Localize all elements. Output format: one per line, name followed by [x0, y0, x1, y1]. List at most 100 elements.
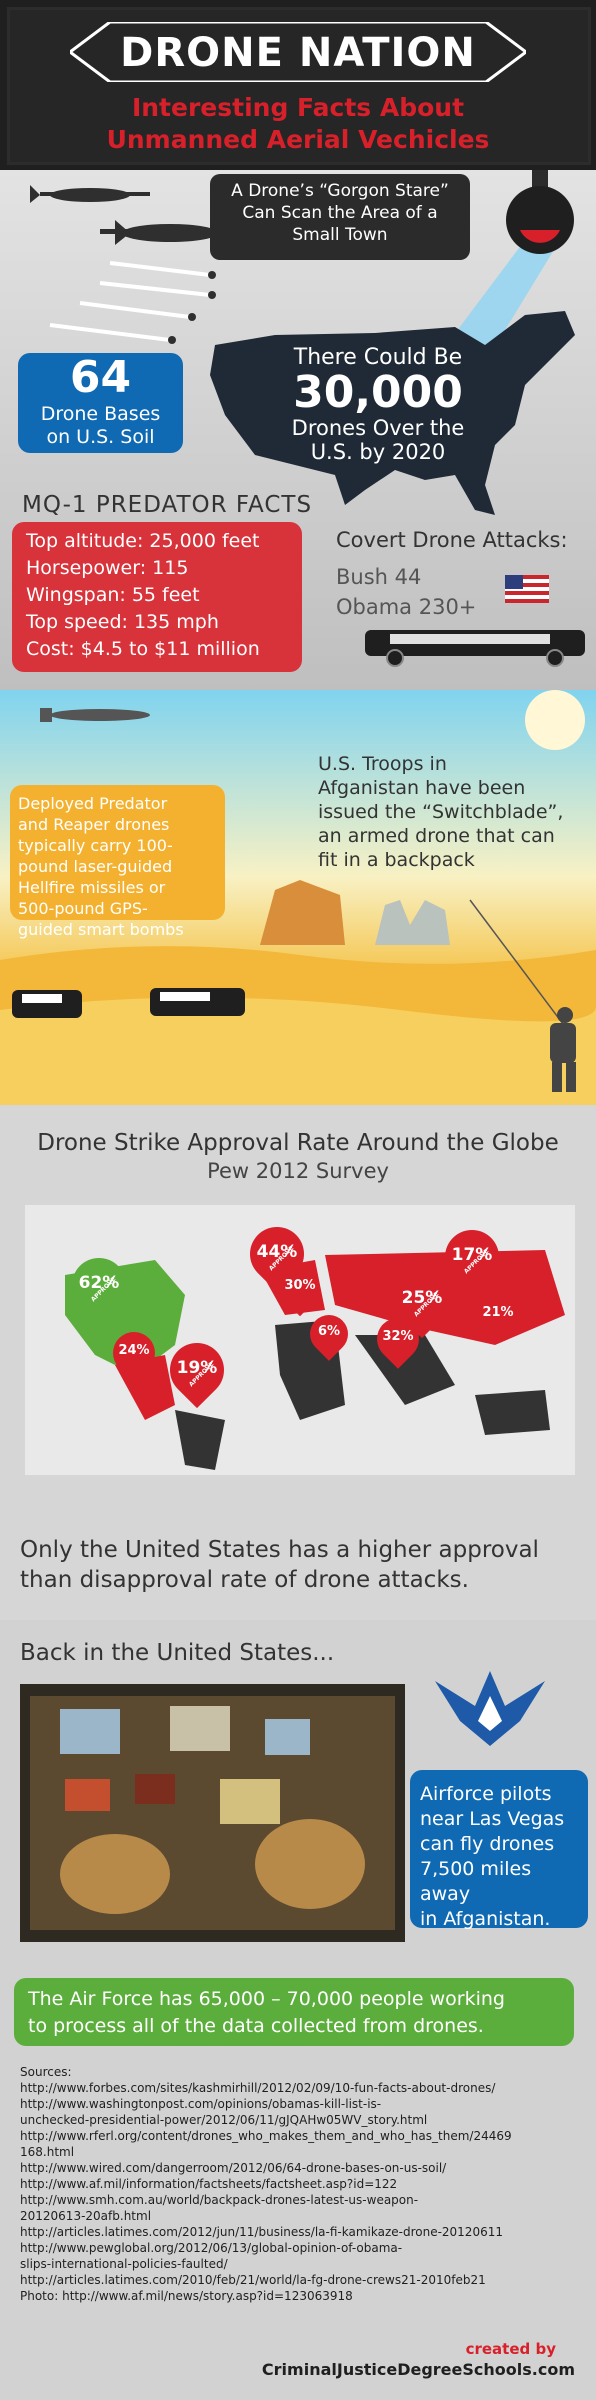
- us-map-silhouette: [210, 311, 575, 515]
- air-force-logo-icon: [435, 1671, 545, 1746]
- back-us-heading: Back in the United States...: [20, 1640, 335, 1666]
- covert-list: Bush 44 Obama 230+: [336, 562, 476, 622]
- stat-number: 30,000: [293, 367, 463, 418]
- control-room-photo: [20, 1684, 405, 1942]
- us-flag-icon: [505, 575, 549, 603]
- data-processing-box: The Air Force has 65,000 – 70,000 people…: [14, 1978, 574, 2046]
- source-link[interactable]: Photo: http://www.af.mil/news/story.asp?…: [20, 2289, 353, 2303]
- source-link[interactable]: http://www.af.mil/information/factsheets…: [20, 2177, 398, 2191]
- deployed-line: pound laser-guided: [18, 857, 173, 876]
- bases-line: on U.S. Soil: [46, 426, 155, 448]
- credit-site[interactable]: CriminalJusticeDegreeSchools.com: [261, 2360, 575, 2379]
- deployed-line: Deployed Predator: [18, 794, 168, 813]
- deployed-line: 500-pound GPS-: [18, 899, 148, 918]
- pin-value: 24%: [118, 1343, 150, 1358]
- approval-pin: 17% APPROVE: [433, 1218, 511, 1296]
- source-link[interactable]: http://www.rferl.org/content/drones_who_…: [20, 2129, 512, 2143]
- source-link[interactable]: http://articles.latimes.com/2012/jun/11/…: [20, 2225, 503, 2239]
- page-subtitle: Interesting Facts About Unmanned Aerial …: [0, 92, 596, 156]
- approval-map-section: Drone Strike Approval Rate Around the Gl…: [0, 1105, 596, 1620]
- pin-value: 62%: [78, 1273, 120, 1293]
- source-link[interactable]: http://www.pewglobal.org/2012/06/13/glob…: [20, 2241, 403, 2255]
- airforce-line: can fly drones: [420, 1833, 555, 1855]
- desert-scene: [0, 690, 596, 1105]
- deployed-line: guided smart bombs: [18, 920, 184, 939]
- airforce-line: in Afganistan.: [420, 1908, 551, 1930]
- green-line: The Air Force has 65,000 – 70,000 people…: [28, 1988, 505, 2010]
- approval-pin: 6%: [302, 1307, 356, 1361]
- desert-section: Deployed Predator and Reaper drones typi…: [0, 690, 596, 1105]
- pin-value: 17%: [451, 1245, 493, 1265]
- sources-list: Sources: http://www.forbes.com/sites/kas…: [20, 2064, 590, 2304]
- approval-pin: 32%: [368, 1309, 428, 1369]
- predator-fact: Horsepower: 115: [26, 557, 189, 579]
- pin-value: 32%: [382, 1329, 414, 1344]
- source-link[interactable]: http://articles.latimes.com/2010/feb/21/…: [20, 2273, 486, 2287]
- approval-pin: 24%: [104, 1323, 164, 1383]
- covert-row: Bush 44: [336, 565, 422, 589]
- deployed-line: Hellfire missiles or: [18, 878, 166, 897]
- approval-pin: 62% APPROVE: [60, 1246, 138, 1324]
- header: DRONE NATION Interesting Facts About Unm…: [0, 0, 596, 170]
- pin-value: 19%: [176, 1358, 218, 1378]
- stat-line: There Could Be: [293, 345, 463, 370]
- bases-line: Drone Bases: [40, 403, 161, 425]
- airforce-pilots-box: Airforce pilots near Las Vegas can fly d…: [410, 1770, 588, 1930]
- predator-fact: Top altitude: 25,000 feet: [26, 530, 260, 552]
- gorgon-stare-box: A Drone’s “Gorgon Stare” Can Scan the Ar…: [210, 174, 470, 260]
- source-link[interactable]: unchecked-presidential-power/2012/06/11/…: [20, 2113, 428, 2127]
- note-line: Only the United States has a higher appr…: [20, 1537, 539, 1563]
- predator-heading: MQ-1 PREDATOR FACTS: [22, 492, 313, 518]
- approval-pin: 30%: [271, 1259, 329, 1317]
- troops-line: fit in a backpack: [318, 849, 475, 871]
- drone-facts-section: A Drone’s “Gorgon Stare” Can Scan the Ar…: [0, 170, 596, 690]
- switchblade-text: U.S. Troops in Afganistan have been issu…: [318, 752, 588, 872]
- pin-value: 21%: [482, 1305, 514, 1320]
- drones-2020-stat: There Could Be 30,000 Drones Over the U.…: [228, 345, 528, 464]
- source-link[interactable]: 168.html: [20, 2145, 75, 2159]
- approval-pin: 21%: [469, 1286, 527, 1344]
- gorgon-line: Small Town: [292, 225, 388, 245]
- source-link[interactable]: slips-international-policies-faulted/: [20, 2257, 228, 2271]
- deployed-line: and Reaper drones: [18, 815, 170, 834]
- predator-facts-box: Top altitude: 25,000 feet Horsepower: 11…: [12, 522, 302, 672]
- airforce-line: Airforce pilots: [420, 1783, 552, 1805]
- subtitle-line: Unmanned Aerial Vechicles: [106, 125, 490, 154]
- predator-fact: Top speed: 135 mph: [26, 611, 219, 633]
- deployed-line: typically carry 100-: [18, 836, 173, 855]
- note-line: than disapproval rate of drone attacks.: [20, 1567, 469, 1593]
- covert-heading: Covert Drone Attacks:: [336, 528, 568, 552]
- subtitle-line: Interesting Facts About: [131, 93, 465, 122]
- source-link[interactable]: http://www.smh.com.au/world/backpack-dro…: [20, 2193, 419, 2207]
- source-link[interactable]: http://www.washingtonpost.com/opinions/o…: [20, 2097, 382, 2111]
- suv-icon: [12, 988, 245, 1018]
- gorgon-line: A Drone’s “Gorgon Stare”: [231, 181, 449, 201]
- created-by-label: created by: [465, 2340, 556, 2358]
- drone-bases-box: 64 Drone Bases on U.S. Soil: [18, 353, 183, 453]
- limousine-icon: [365, 630, 585, 667]
- troops-line: issued the “Switchblade”,: [318, 801, 564, 823]
- drone-squadron-illustration: [30, 185, 240, 344]
- stat-line: U.S. by 2020: [310, 440, 446, 464]
- stat-line: Drones Over the: [291, 416, 465, 440]
- sources-label: Sources:: [20, 2065, 72, 2079]
- page-title: DRONE NATION: [120, 30, 476, 76]
- pin-value: 6%: [317, 1324, 341, 1339]
- troops-line: Afganistan have been: [318, 777, 526, 799]
- approval-note: Only the United States has a higher appr…: [20, 1535, 580, 1595]
- approval-subtitle: Pew 2012 Survey: [207, 1159, 389, 1183]
- troops-line: an armed drone that can: [318, 825, 555, 847]
- source-link[interactable]: http://www.forbes.com/sites/kashmirhill/…: [20, 2081, 496, 2095]
- approval-title: Drone Strike Approval Rate Around the Gl…: [37, 1130, 559, 1156]
- source-link[interactable]: http://www.wired.com/dangerroom/2012/06/…: [20, 2161, 447, 2175]
- bases-number: 64: [69, 352, 132, 403]
- predator-fact: Cost: $4.5 to $11 million: [26, 638, 260, 660]
- predator-fact: Wingspan: 55 feet: [26, 584, 200, 606]
- airforce-line: near Las Vegas: [420, 1808, 565, 1830]
- airforce-line: 7,500 miles away: [420, 1858, 532, 1905]
- source-link[interactable]: 20120613-20afb.html: [20, 2209, 152, 2223]
- header-frame: [7, 7, 591, 165]
- gorgon-line: Can Scan the Area of a: [242, 203, 438, 223]
- us-operations-section: Back in the United States... Airforce pi…: [0, 1620, 596, 2400]
- deployed-predator-box: Deployed Predator and Reaper drones typi…: [10, 785, 225, 939]
